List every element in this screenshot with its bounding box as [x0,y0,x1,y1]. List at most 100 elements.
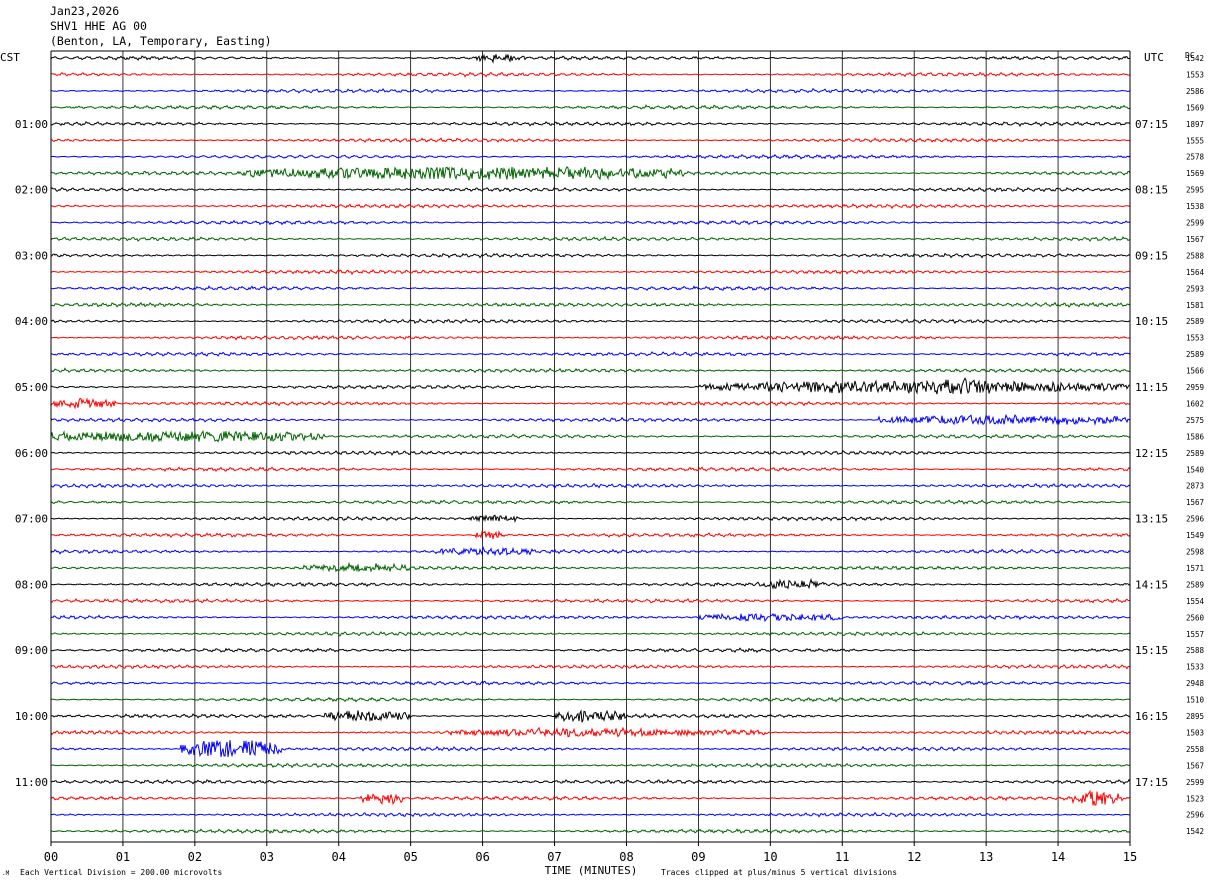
dc-offset-label: 1549 [1186,531,1204,540]
dc-offset-label: 2558 [1186,745,1205,754]
dc-offset-label: 2588 [1186,251,1205,260]
hour-label-utc: 17:15 [1135,776,1168,789]
hour-label-utc: 16:15 [1135,710,1168,723]
trace-line [50,87,1131,94]
dc-offset-label: 1581 [1186,301,1204,310]
dc-offset-label: 1897 [1186,120,1204,129]
dc-offset-label: 1571 [1186,564,1204,573]
trace-line [50,121,1131,127]
trace-line [50,252,1131,259]
dc-offset-label: 2589 [1186,580,1204,589]
trace-line [50,301,1131,308]
trace-line [50,335,1131,341]
x-tick-label: 00 [44,850,58,864]
dc-offset-label: 1566 [1186,367,1205,376]
x-tick-label: 13 [979,850,993,864]
x-tick-label: 05 [403,850,417,864]
trace-line [50,377,1131,395]
trace-line [50,631,1131,637]
trace-line [50,709,1131,723]
time-gridlines [122,51,1059,842]
trace-line [50,529,1131,540]
dc-offset-label: 1555 [1186,136,1204,145]
trace-line [50,482,1131,489]
trace-line [50,499,1131,505]
trace-line [50,647,1131,654]
x-tick-label: 06 [475,850,489,864]
hour-label-cst: 05:00 [15,381,48,394]
trace-line [50,318,1131,325]
dc-offset-label: 2596 [1186,515,1205,524]
dc-offset-label: 1510 [1186,696,1205,705]
hour-label-utc: 07:15 [1135,118,1168,131]
hour-label-cst: 07:00 [15,513,48,526]
dc-offset-label: 1503 [1186,728,1204,737]
right-axis-title: UTC [1144,51,1164,64]
trace-line [50,789,1131,806]
dc-offset-label: 1569 [1186,103,1204,112]
left-axis-title: CST [0,51,20,64]
trace-line [50,514,1131,523]
dc-offset-label: 1540 [1186,465,1205,474]
hour-label-cst: 10:00 [15,710,48,723]
trace-line [50,351,1131,357]
dc-offset-label: 2588 [1186,646,1205,655]
dc-offset-label: 1542 [1186,54,1204,63]
hour-label-cst: 09:00 [15,644,48,657]
trace-line [50,545,1131,557]
dc-offset-label: 1602 [1186,399,1204,408]
trace-line [50,104,1131,111]
trace-line [50,219,1131,226]
dc-offset-label: 1567 [1186,235,1204,244]
axis-labels: 00 01 02 03 04 05 06 07 08 09 10 11 12 13 14 15 TIME (MI… [0,51,1205,877]
trace-line [50,663,1131,670]
dc-offset-label: 2599 [1186,219,1204,228]
dc-label: DC [1185,51,1195,60]
trace-line [50,397,1131,410]
dc-offset-label: 1553 [1186,70,1204,79]
hour-label-utc: 08:15 [1135,184,1168,197]
hour-label-utc: 11:15 [1135,381,1168,394]
trace-line [50,186,1131,193]
dc-offset-label: 2948 [1186,679,1205,688]
trace-line [50,726,1131,738]
hour-label-utc: 10:15 [1135,315,1168,328]
x-tick-label: 02 [188,850,202,864]
dc-offset-label: 2593 [1186,284,1204,293]
hour-label-utc: 09:15 [1135,249,1168,262]
x-tick-label: 07 [547,850,561,864]
trace-line [50,269,1131,276]
x-tick-label: 01 [116,850,130,864]
x-tick-label: 04 [332,850,346,864]
dc-offset-label: 2599 [1186,778,1204,787]
trace-line [50,778,1131,785]
hour-label-cst: 06:00 [15,447,48,460]
dc-offset-label: 1564 [1186,268,1205,277]
trace-line [50,680,1131,687]
trace-line [50,597,1131,604]
trace-line [50,413,1131,426]
dc-offset-label: 1554 [1186,597,1205,606]
x-tick-label: 09 [691,850,705,864]
dc-offset-label: 2959 [1186,383,1204,392]
footer-mark: .M [2,870,10,877]
x-tick-label: 11 [835,850,849,864]
trace-line [50,71,1131,78]
trace-line [50,285,1130,291]
x-tick-label: 15 [1123,850,1137,864]
trace-line [50,740,1131,758]
hour-label-utc: 13:15 [1135,513,1168,526]
hour-label-cst: 04:00 [15,315,48,328]
trace-line [50,828,1131,835]
dc-offset-label: 2873 [1186,482,1204,491]
trace-line [50,450,1131,456]
dc-offset-label: 2596 [1186,811,1205,820]
clip-note: Traces clipped at plus/minus 5 vertical … [661,868,897,877]
x-tick-label: 12 [907,850,921,864]
x-tick-label: 03 [260,850,274,864]
x-axis-title: TIME (MINUTES) [545,864,638,877]
trace-line [50,696,1131,703]
dc-offset-label: 2895 [1186,712,1204,721]
dc-offset-label: 2575 [1186,416,1204,425]
